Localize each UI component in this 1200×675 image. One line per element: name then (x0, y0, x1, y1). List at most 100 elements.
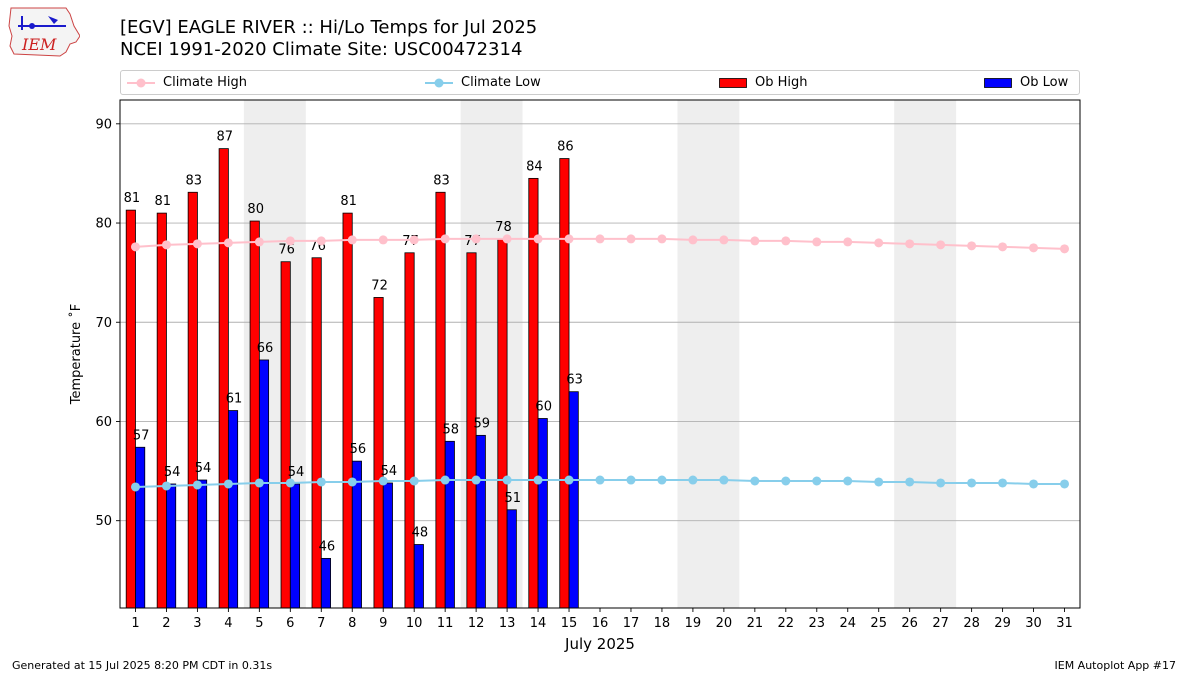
x-tick-label: 19 (685, 616, 702, 631)
x-tick-label: 31 (1056, 616, 1073, 631)
x-tick-label: 5 (255, 616, 263, 631)
ob-low-bar (135, 446, 146, 609)
climate-low-point (130, 482, 140, 492)
climate-low-point (1060, 479, 1070, 489)
chart-title: [EGV] EAGLE RIVER :: Hi/Lo Temps for Jul… (120, 17, 537, 61)
ob-low-bar-label: 54 (381, 464, 398, 479)
ob-low-bar (289, 483, 301, 609)
climate-high-point (626, 234, 636, 244)
climate-high-point (409, 235, 419, 245)
x-tick-label: 15 (561, 616, 578, 631)
ob-high-bar (311, 257, 322, 609)
y-tick-label: 80 (95, 217, 112, 232)
plot-frame (119, 99, 1081, 609)
climate-low-point (688, 475, 698, 485)
climate-low-point (254, 478, 264, 488)
legend-item-ob-low: Ob Low (984, 71, 1068, 94)
climate-high-point (161, 240, 171, 250)
climate-high-point (440, 234, 450, 244)
climate-low-point (595, 475, 605, 485)
climate-high-point (874, 238, 884, 248)
x-tick-label: 30 (1025, 616, 1042, 631)
ob-low-bar-label: 61 (226, 392, 243, 407)
climate-low-point (719, 475, 729, 485)
ob-high-bar-label: 83 (186, 173, 203, 188)
ob-low-bar-label: 54 (288, 465, 305, 480)
climate-low-point (936, 478, 946, 488)
x-tick-label: 18 (654, 616, 671, 631)
y-tick-label: 60 (95, 415, 112, 430)
ob-low-bar (475, 434, 486, 609)
y-tick-label: 90 (95, 117, 112, 132)
x-tick-label: 1 (131, 616, 139, 631)
climate-low-point (502, 475, 512, 485)
x-tick-label: 27 (932, 616, 949, 631)
ob-low-bar-label: 63 (566, 373, 583, 388)
climate-high-point (657, 234, 667, 244)
y-tick-label: 70 (95, 316, 112, 331)
climate-high-point (285, 236, 295, 246)
climate-low-point (409, 476, 419, 486)
climate-low-point (533, 475, 543, 485)
x-tick-label: 24 (839, 616, 856, 631)
ob-high-bar-label: 81 (340, 194, 357, 209)
ob-low-bar (320, 557, 331, 609)
ob-high-bar (342, 212, 353, 609)
legend-label: Climate Low (461, 75, 541, 90)
climate-high-point (254, 237, 264, 247)
x-tick-label: 16 (592, 616, 609, 631)
x-axis-label: July 2025 (564, 635, 635, 653)
climate-low-point (378, 476, 388, 486)
x-tick-label: 22 (778, 616, 795, 631)
climate-low-point (781, 476, 791, 486)
generated-timestamp: Generated at 15 Jul 2025 8:20 PM CDT in … (12, 659, 273, 672)
x-tick-label: 8 (348, 616, 356, 631)
climate-high-point (316, 236, 326, 246)
x-tick-label: 20 (716, 616, 733, 631)
ob-low-bar-label: 60 (535, 399, 552, 414)
x-tick-label: 14 (530, 616, 547, 631)
ob-low-bar (166, 483, 177, 609)
x-tick-label: 2 (162, 616, 170, 631)
ob-low-bar-label: 56 (350, 442, 367, 457)
climate-low-point (657, 475, 667, 485)
climate-low-point (192, 480, 202, 490)
ob-low-bar (197, 479, 208, 609)
climate-high-point (564, 234, 574, 244)
climate-low-point (812, 476, 822, 486)
x-tick-label: 21 (747, 616, 764, 631)
ob-low-bar (382, 482, 393, 609)
ob-high-bar (187, 191, 198, 609)
weekend-shade (894, 100, 957, 608)
x-tick-label: 26 (901, 616, 918, 631)
x-tick-label: 10 (406, 616, 423, 631)
x-tick-label: 4 (224, 616, 232, 631)
ob-low-bar (568, 391, 579, 609)
x-tick-label: 6 (286, 616, 294, 631)
weekend-shade (677, 100, 740, 608)
x-tick-label: 3 (193, 616, 201, 631)
ob-high-bar (125, 209, 136, 609)
logo-text: IEM (21, 35, 57, 54)
legend: Climate High Climate Low Ob High Ob Low (120, 70, 1080, 95)
iem-logo: IEM (8, 7, 80, 57)
ob-high-bar-label: 80 (247, 202, 264, 217)
ob-low-bar (227, 410, 239, 609)
ob-high-bar-label: 86 (557, 140, 574, 155)
ob-low-bar-label: 48 (412, 526, 429, 541)
ob-high-bar (280, 261, 291, 609)
climate-high-point (471, 234, 481, 244)
x-tick-label: 7 (317, 616, 325, 631)
x-tick-label: 13 (499, 616, 516, 631)
ob-low-bar-label: 58 (443, 422, 460, 437)
ob-high-bar-label: 78 (495, 220, 512, 235)
climate-low-point (285, 478, 295, 488)
x-tick-label: 9 (379, 616, 387, 631)
y-axis-label: Temperature ˚F (68, 304, 84, 405)
app-label: IEM Autoplot App #17 (1054, 659, 1177, 672)
ob-low-bar-label: 54 (164, 465, 181, 480)
climate-high-point (533, 234, 543, 244)
climate-low-point (564, 475, 574, 485)
climate-high-point (688, 235, 698, 245)
